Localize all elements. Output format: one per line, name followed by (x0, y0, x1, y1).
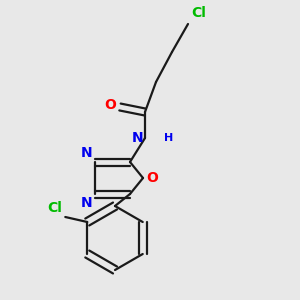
Text: N: N (80, 196, 92, 210)
Text: Cl: Cl (47, 201, 62, 215)
Text: Cl: Cl (191, 6, 206, 20)
Text: N: N (80, 146, 92, 160)
Text: O: O (104, 98, 116, 112)
Text: N: N (131, 131, 143, 145)
Text: H: H (164, 133, 173, 143)
Text: O: O (146, 171, 158, 185)
